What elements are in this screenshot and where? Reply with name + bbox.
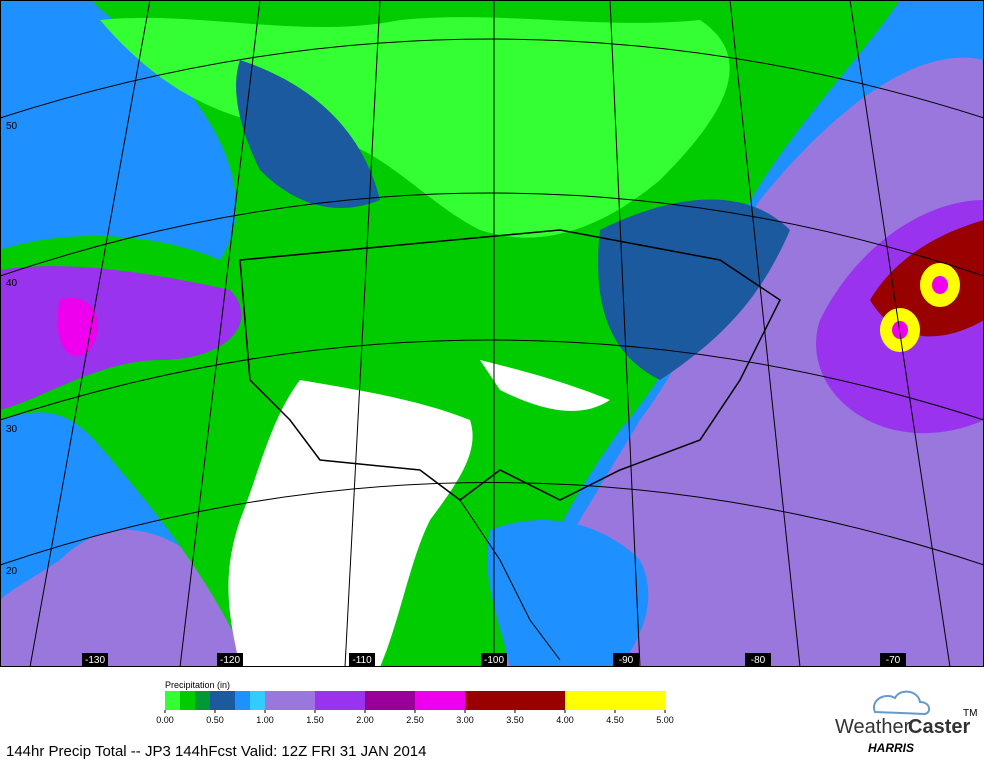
lon-label: -110 (352, 655, 372, 666)
legend-bin (265, 691, 315, 710)
lon-labels: -130 -120 -110 -100 -90 -80 -70 (82, 653, 906, 666)
legend-tick-label: 4.50 (606, 715, 624, 725)
lon-label: -100 (484, 655, 504, 666)
legend: Precipitation (in) 0.00 0.50 1.00 1.50 2.00 2… (156, 680, 674, 725)
logo: Weather Caster TM HARRIS (835, 690, 977, 755)
logo-brand: HARRIS (868, 741, 914, 755)
legend-bin (415, 691, 465, 710)
legend-tick-label: 2.50 (406, 715, 424, 725)
legend-tick-label: 5.00 (656, 715, 674, 725)
lon-label: -80 (751, 655, 766, 666)
legend-bin (195, 691, 210, 710)
lat-label: 40 (6, 278, 18, 289)
lon-label: -120 (220, 655, 240, 666)
logo-caster: Caster (908, 716, 970, 738)
legend-bin (565, 691, 665, 710)
legend-bin (210, 691, 235, 710)
lat-label: 30 (6, 424, 18, 435)
legend-title: Precipitation (in) (165, 680, 230, 690)
legend-tick-label: 3.50 (506, 715, 524, 725)
precip-map (0, 0, 984, 668)
legend-bin (465, 691, 565, 710)
legend-tick-label: 3.00 (456, 715, 474, 725)
legend-tick-label: 1.00 (256, 715, 274, 725)
legend-bin (165, 691, 180, 710)
lon-label: -70 (886, 655, 901, 666)
legend-tick-label: 2.00 (356, 715, 374, 725)
lat-label: 50 (6, 121, 18, 132)
legend-bin (365, 691, 415, 710)
legend-tick-label: 0.00 (156, 715, 174, 725)
lat-labels: 50 40 30 20 (6, 121, 18, 577)
logo-weather: Weather (835, 716, 911, 738)
lon-label: -130 (85, 655, 105, 666)
legend-tick-label: 0.50 (206, 715, 224, 725)
legend-tick-label: 4.00 (556, 715, 574, 725)
lat-label: 20 (6, 566, 18, 577)
logo-tm: TM (963, 708, 977, 719)
legend-bin (250, 691, 265, 710)
caption: 144hr Precip Total -- JP3 144hFcst Valid… (6, 743, 426, 760)
legend-bin (315, 691, 365, 710)
legend-bin (235, 691, 250, 710)
lon-label: -90 (619, 655, 634, 666)
legend-tick-label: 1.50 (306, 715, 324, 725)
legend-bin (180, 691, 195, 710)
